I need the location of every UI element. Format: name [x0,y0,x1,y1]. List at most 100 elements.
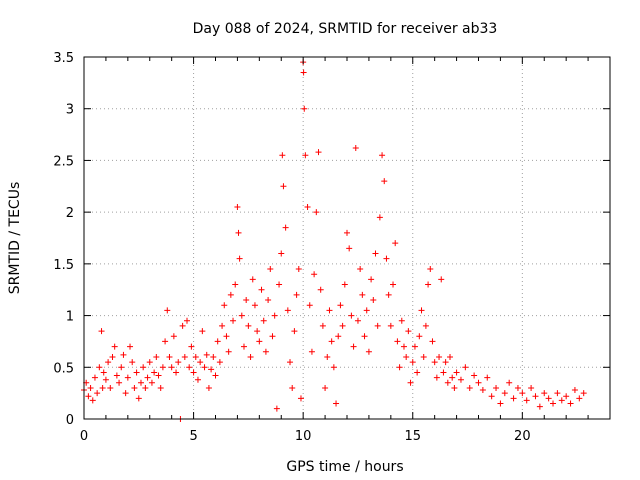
data-point [219,322,226,329]
data-point [528,384,535,391]
data-point [449,374,456,381]
data-point [271,312,278,319]
y-tick-label: 0 [66,413,74,428]
data-point [433,374,440,381]
x-tick-label: 10 [295,429,312,444]
data-point [269,333,276,340]
data-point [304,203,311,210]
data-point [151,369,158,376]
data-point [484,374,491,381]
data-point [545,395,552,402]
data-point [282,224,289,231]
data-point [493,384,500,391]
x-tick-label: 5 [189,429,197,444]
data-point [175,359,182,366]
data-point [223,333,230,340]
data-point [418,307,425,314]
data-point [381,178,388,185]
data-point [328,338,335,345]
data-point [236,255,243,262]
data-point [245,322,252,329]
data-point [192,353,199,360]
data-point [335,333,342,340]
data-point [153,353,160,360]
data-point [184,317,191,324]
data-point [240,343,247,350]
data-point [514,384,521,391]
data-point [120,351,127,358]
data-point [170,333,177,340]
data-point [208,366,215,373]
data-point [254,328,261,335]
data-point [354,317,361,324]
data-point [137,379,144,386]
data-point [322,384,329,391]
data-point [164,307,171,314]
data-point [580,390,587,397]
data-point [212,372,219,379]
data-point [453,369,460,376]
data-point [260,317,267,324]
data-point [227,291,234,298]
y-tick-label: 0.5 [53,361,74,376]
x-tick-label: 20 [514,429,531,444]
data-point [235,229,242,236]
data-point [251,302,258,309]
data-point [102,376,109,383]
data-point [186,364,193,371]
data-point [519,390,526,397]
data-point [374,322,381,329]
data-point [471,372,478,379]
data-point [394,338,401,345]
y-tick-label: 3 [66,103,74,118]
data-point [344,229,350,236]
data-point [392,240,399,247]
data-point [532,393,539,400]
data-point [144,374,151,381]
data-point [262,348,269,355]
data-point [447,353,454,360]
y-tick-label: 2.5 [53,154,74,169]
data-point [291,328,298,335]
chart-title: Day 088 of 2024, SRMTID for receiver ab3… [193,21,498,37]
data-point [135,395,142,402]
x-tick-label: 0 [80,429,88,444]
data-point [523,397,530,404]
data-point [131,384,138,391]
tick-labels: 0 5 10 15 20 0 0.5 1 1.5 2 2.5 3 3.5 [53,51,530,444]
data-point [140,364,147,371]
data-point [146,359,153,366]
y-tick-label: 1 [66,310,74,325]
data-point [385,291,392,298]
data-point [398,317,405,324]
data-point [105,359,112,366]
data-point [315,149,322,156]
data-point [571,387,578,394]
data-point [576,395,583,402]
data-point [276,281,283,288]
data-point [536,403,543,410]
data-point [357,266,364,273]
data-point [199,328,206,335]
data-point [99,384,106,391]
y-tick-label: 2 [66,206,74,221]
data-point [284,307,291,314]
data-point [510,395,517,402]
data-point [201,364,208,371]
data-point [258,286,265,293]
data-point [194,376,201,383]
data-point [107,384,114,391]
data-point [109,353,116,360]
data-point [111,343,118,350]
data-point [293,291,300,298]
data-points [81,59,587,422]
data-point [400,343,407,350]
data-point [210,353,217,360]
data-point [181,353,188,360]
data-point [361,333,368,340]
data-point [85,393,92,400]
data-point [348,312,355,319]
data-point [267,266,274,273]
data-point [91,374,98,381]
grid [84,57,610,419]
